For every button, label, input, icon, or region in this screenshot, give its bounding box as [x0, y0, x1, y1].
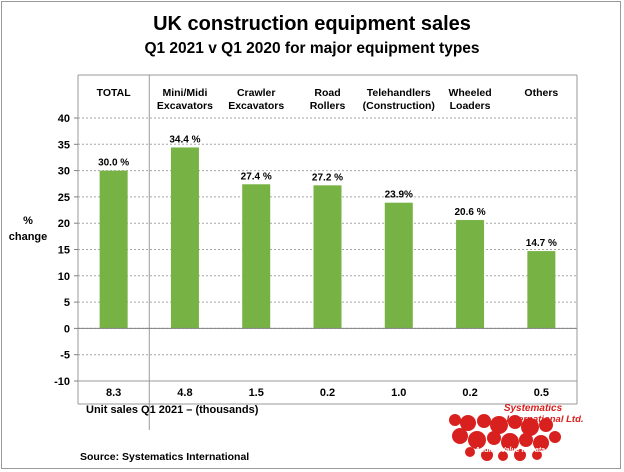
category-label: Loaders	[450, 100, 491, 112]
data-label: 20.6 %	[455, 207, 486, 218]
data-label: 34.4 %	[169, 134, 200, 145]
unit-sales-value: 1.5	[249, 387, 264, 399]
bar	[242, 184, 271, 329]
unit-sales-value: 1.0	[391, 387, 406, 399]
y-tick-label: 20	[58, 218, 70, 230]
y-tick-label: 5	[64, 297, 70, 309]
y-tick-label: 25	[58, 192, 70, 204]
bar	[527, 251, 556, 329]
bar	[456, 220, 485, 329]
logo-line2: International Ltd.	[506, 414, 583, 425]
unit-sales-caption: Unit sales Q1 2021 – (thousands)	[86, 404, 259, 416]
y-tick-label: 30	[58, 166, 70, 178]
chart-subtitle: Q1 2021 v Q1 2020 for major equipment ty…	[144, 40, 479, 57]
unit-sales-value: 0.2	[462, 387, 477, 399]
y-tick-label: 10	[58, 271, 70, 283]
bar	[313, 185, 342, 329]
bar	[170, 147, 199, 329]
data-label: 27.2 %	[312, 172, 343, 183]
data-label: 30.0 %	[98, 158, 129, 169]
logo-tagline: Adding Value to Data	[474, 447, 545, 454]
source-note: Source: Systematics International	[80, 451, 249, 463]
bar	[99, 170, 128, 329]
category-label: Excavators	[157, 100, 213, 112]
y-axis-label-line2: change	[9, 231, 48, 243]
y-tick-label: 0	[64, 323, 70, 335]
unit-sales-value: 0.5	[534, 387, 549, 399]
unit-sales-value: 0.2	[320, 387, 335, 399]
y-tick-label: 15	[58, 245, 70, 257]
y-tick-label: -5	[60, 350, 70, 362]
unit-sales-value: 4.8	[177, 387, 192, 399]
logo-name: Systematics	[504, 403, 563, 414]
category-label: Mini/Midi	[162, 87, 207, 99]
data-label: 23.9%	[385, 190, 413, 201]
systematics-logo: Systematics International Ltd. Adding Va…	[449, 403, 584, 461]
chart-title: UK construction equipment sales	[153, 13, 471, 35]
data-label: 27.4 %	[241, 171, 272, 182]
category-label: (Construction)	[363, 100, 435, 112]
bar	[384, 202, 413, 329]
category-label: Others	[524, 87, 558, 99]
category-label: Telehandlers	[367, 87, 431, 99]
category-label: Excavators	[228, 100, 284, 112]
unit-sales-value: 8.3	[106, 387, 121, 399]
category-label: Rollers	[310, 100, 346, 112]
data-label: 14.7 %	[526, 238, 557, 249]
y-tick-label: 35	[58, 139, 70, 151]
y-tick-label: -10	[54, 376, 70, 388]
category-label: Crawler	[237, 87, 276, 99]
category-label: TOTAL	[97, 87, 132, 99]
y-tick-label: 40	[58, 113, 70, 125]
y-axis-label-line1: %	[23, 215, 33, 227]
category-label: Road	[314, 87, 340, 99]
category-label: Wheeled	[448, 87, 491, 99]
